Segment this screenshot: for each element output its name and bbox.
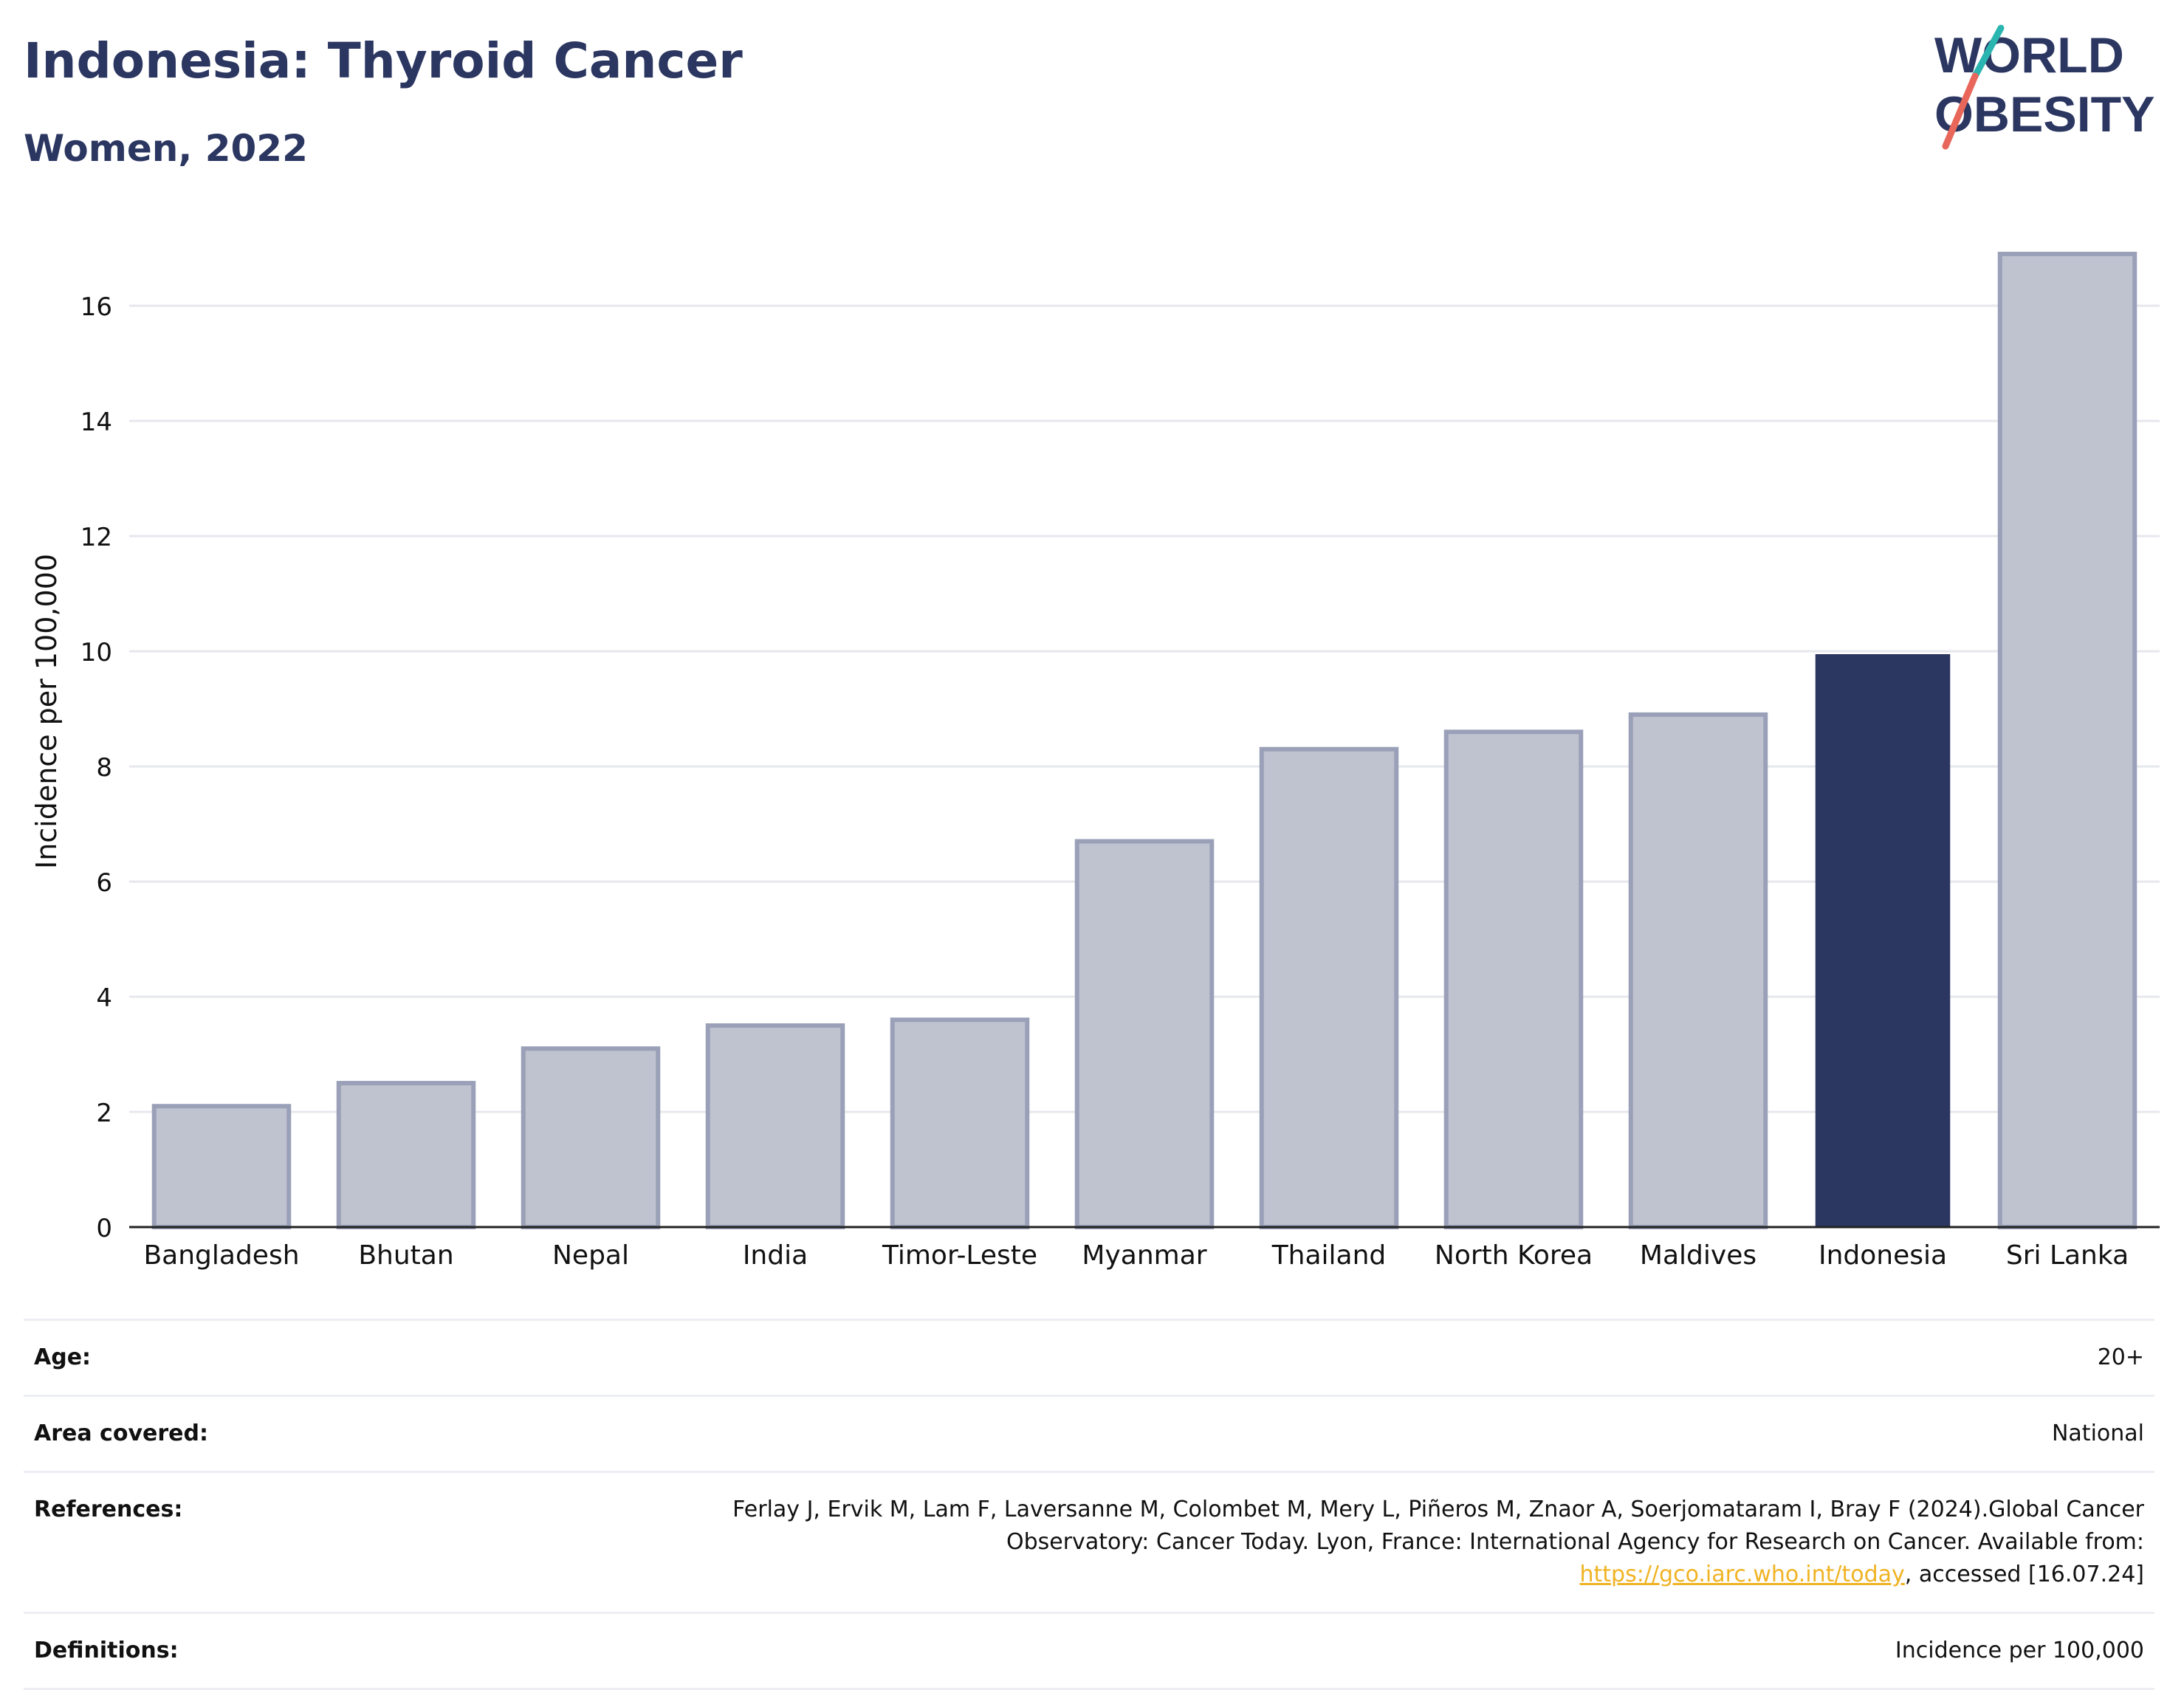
- y-tick-label: 12: [80, 523, 112, 552]
- bar-bangladesh: [151, 1104, 292, 1229]
- bar-nepal: [521, 1046, 661, 1229]
- area-label: Area covered:: [34, 1421, 208, 1446]
- y-tick-label: 4: [96, 983, 112, 1013]
- meta-row-references: References: Ferlay J, Ervik M, Lam F, La…: [24, 1471, 2154, 1612]
- meta-row-definitions: Definitions: Incidence per 100,000: [24, 1612, 2154, 1690]
- y-tick-label: 10: [80, 638, 112, 667]
- bar-chart: 0 2 4 6 8 10 12 14 16 Bangladesh Bhutan Nepal India…: [30, 251, 2160, 1271]
- bar-indonesia: [1815, 654, 1951, 1227]
- logo-line1: WORLD: [1934, 27, 2124, 83]
- y-axis-label: Incidence per 100,000: [30, 554, 63, 869]
- y-tick-label: 16: [80, 292, 112, 322]
- bar-thailand: [1259, 746, 1399, 1229]
- x-tick-label: Thailand: [1271, 1240, 1387, 1271]
- x-tick-label: Sri Lanka: [2006, 1240, 2129, 1271]
- x-tick-label: Nepal: [552, 1240, 629, 1271]
- age-value: 20+: [2097, 1344, 2144, 1370]
- bar-north-korea: [1443, 729, 1584, 1229]
- meta-row-age: Age: 20+: [24, 1319, 2154, 1395]
- x-tick-label: Timor-Leste: [882, 1240, 1037, 1271]
- y-tick-label: 14: [80, 408, 112, 437]
- definitions-value: Incidence per 100,000: [1895, 1638, 2144, 1663]
- y-tick-label: 0: [96, 1214, 112, 1243]
- references-text: Ferlay J, Ervik M, Lam F, Laversanne M, …: [732, 1497, 2144, 1555]
- references-tail: , accessed [16.07.24]: [1904, 1562, 2144, 1587]
- bar-timor-leste: [890, 1017, 1030, 1229]
- definitions-label: Definitions:: [34, 1638, 179, 1663]
- y-tick-label: 6: [96, 868, 112, 898]
- references-label: References:: [34, 1497, 183, 1522]
- meta-row-area: Area covered: National: [24, 1395, 2154, 1471]
- bar-bhutan: [336, 1081, 476, 1229]
- x-tick-label: Bangladesh: [143, 1240, 299, 1271]
- bar-sri-lanka: [1997, 251, 2137, 1229]
- logo-slash-coral: [1942, 72, 1979, 150]
- x-tick-label: Myanmar: [1082, 1240, 1206, 1271]
- x-tick-label: Indonesia: [1819, 1240, 1947, 1271]
- references-value: Ferlay J, Ervik M, Lam F, Laversanne M, …: [667, 1494, 2144, 1591]
- x-tick-label: Maldives: [1640, 1240, 1757, 1271]
- y-axis-ticks: 0 2 4 6 8 10 12 14 16: [80, 292, 112, 1243]
- world-obesity-logo: WORLD OBESITY: [1934, 24, 2155, 150]
- bar-maldives: [1628, 712, 1768, 1229]
- age-label: Age:: [34, 1344, 92, 1370]
- x-tick-label: Bhutan: [358, 1240, 453, 1271]
- bars: [151, 251, 2137, 1230]
- x-tick-label: India: [743, 1240, 808, 1271]
- page-title: Indonesia: Thyroid Cancer: [24, 32, 743, 89]
- bar-india: [705, 1023, 845, 1230]
- x-tick-label: North Korea: [1435, 1240, 1593, 1271]
- references-link[interactable]: https://gco.iarc.who.int/today: [1579, 1562, 1905, 1587]
- y-tick-label: 2: [96, 1099, 112, 1128]
- x-axis-ticks: Bangladesh Bhutan Nepal India Timor-Leste Mya…: [143, 1240, 2129, 1271]
- y-tick-label: 8: [96, 753, 112, 783]
- bar-myanmar: [1074, 839, 1215, 1230]
- metadata-table: Age: 20+ Area covered: National Referenc…: [24, 1319, 2154, 1690]
- logo-line2: OBESITY: [1934, 86, 2155, 142]
- area-value: National: [2051, 1421, 2144, 1446]
- logo-slash-teal: [1971, 24, 2005, 80]
- page-subtitle: Women, 2022: [24, 127, 308, 170]
